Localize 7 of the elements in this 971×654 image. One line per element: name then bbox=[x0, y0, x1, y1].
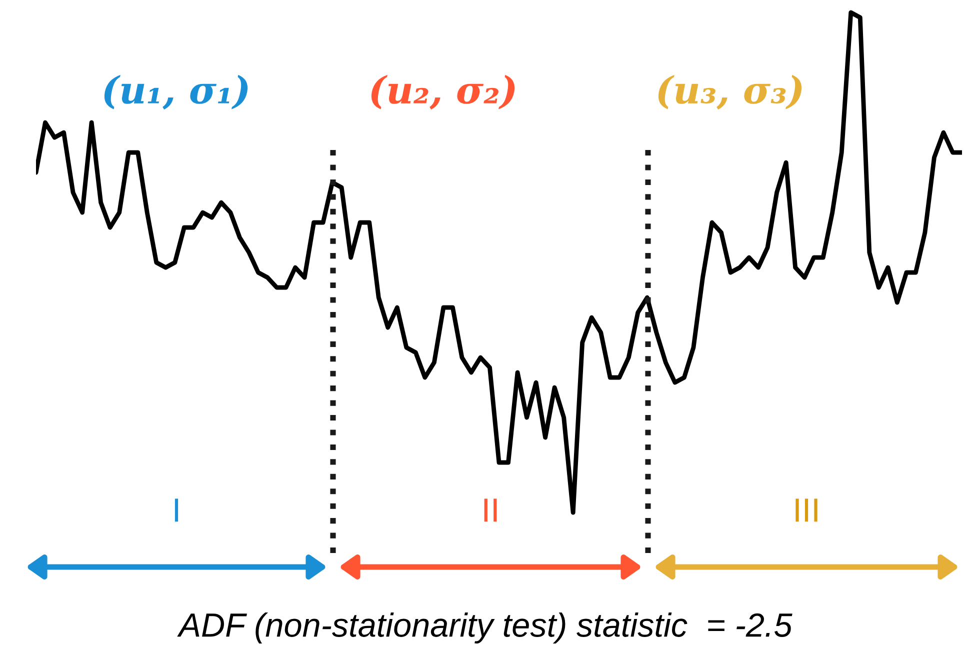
annotation: (u₁, σ₁) bbox=[104, 74, 248, 110]
annotation: (u₃, σ₃) bbox=[658, 74, 802, 110]
annotation: III bbox=[796, 498, 818, 522]
annotation: II bbox=[484, 498, 497, 522]
annotation: I bbox=[174, 498, 178, 522]
annotation: (u₂, σ₂) bbox=[371, 74, 515, 110]
text: ADF (non-stationarity test) statistic = -2.5 bbox=[177, 612, 792, 644]
